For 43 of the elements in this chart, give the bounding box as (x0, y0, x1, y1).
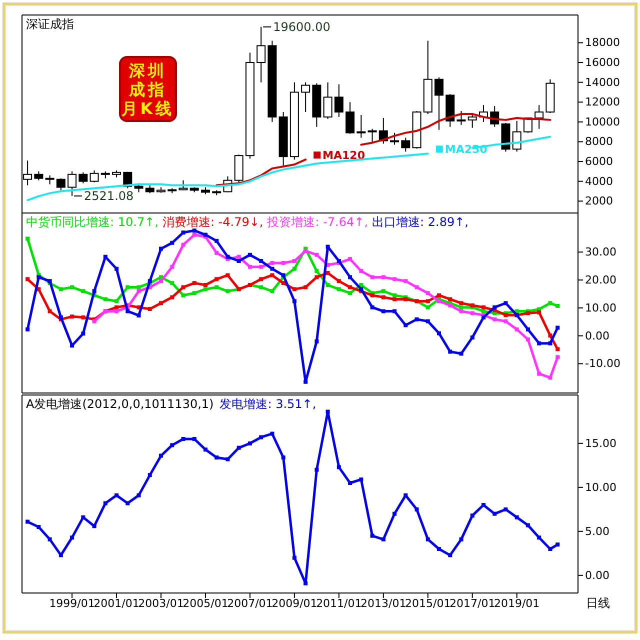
x-tick-label: 2001/01 (94, 597, 140, 610)
y-tick-label: 0.00 (585, 568, 610, 582)
annotation: 19600.00 (273, 20, 330, 34)
text: 消费增速: -4.79↓, (162, 215, 264, 229)
x-tick-label: 2009/01 (272, 597, 318, 610)
y-tick-label: 6000 (585, 155, 613, 168)
y-tick-label: 10.00 (585, 480, 616, 494)
annotation: 2521.08 (84, 188, 134, 203)
y-tick-label: 5.00 (585, 524, 610, 538)
y-tick-label: 10000 (585, 115, 620, 128)
x-tick-label: 1999/01 (49, 597, 95, 610)
series-label: 中货币同比增速: 10.7↑, (26, 215, 158, 229)
text: 日线 (586, 596, 610, 610)
y-tick-label: 0.00 (585, 329, 610, 342)
x-tick-label: 2019/01 (494, 597, 540, 610)
x-tick-label: 2011/01 (316, 597, 362, 610)
chart-title: 深证成指 (26, 17, 74, 31)
y-tick-label: 12000 (585, 96, 620, 109)
x-tick-label: 2007/01 (227, 597, 273, 610)
annotation: 月K线 (120, 99, 175, 118)
y-tick-label: 30.00 (585, 246, 616, 259)
y-tick-label: 2000 (585, 194, 613, 208)
y-tick-label: 20.00 (585, 273, 616, 286)
y-tick-label: 16000 (585, 56, 620, 70)
x-tick-label: 2017/01 (450, 597, 496, 610)
x-tick-label: 2015/01 (405, 597, 451, 610)
y-tick-label: 10.00 (585, 301, 616, 314)
x-tick-label: 2005/01 (182, 597, 228, 610)
y-tick-label: 15.00 (585, 436, 616, 450)
annotation: 深圳 (128, 61, 167, 80)
y-tick-label: 14000 (585, 76, 620, 89)
y-tick-label: 18000 (585, 36, 620, 50)
legend-label: MA120 (322, 149, 366, 162)
annotation: 成指 (128, 80, 167, 99)
series-label: 发电增速: 3.51↑, (220, 397, 316, 411)
text: 投资增速: -7.64↑, (266, 215, 368, 229)
x-tick-label: 2003/01 (138, 597, 184, 610)
chart-title: A发电增速(2012,0,0,1011130,1) (26, 397, 214, 411)
y-tick-label: 4000 (585, 174, 613, 188)
text: 出口增速: 2.89↑, (372, 215, 468, 229)
y-tick-label: -10.00 (585, 357, 620, 370)
x-tick-label: 2013/01 (360, 597, 406, 610)
y-tick-label: 8000 (585, 135, 613, 148)
